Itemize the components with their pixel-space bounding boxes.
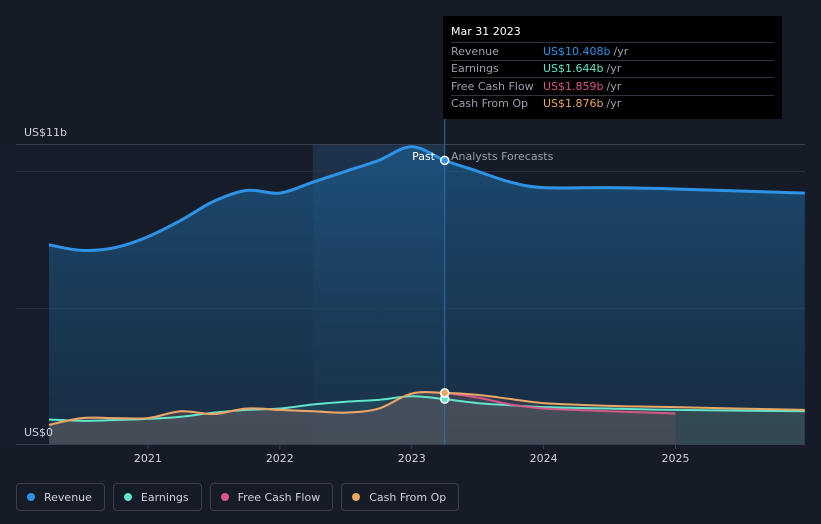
legend-item-free-cash-flow[interactable]: Free Cash Flow bbox=[209, 483, 334, 511]
revenue-marker-dot bbox=[439, 155, 450, 166]
revenue-area bbox=[49, 146, 805, 444]
cash-from-op-line bbox=[48, 391, 805, 426]
legend-label: Free Cash Flow bbox=[237, 490, 321, 504]
x-tick-label: 2025 bbox=[662, 452, 690, 465]
cash-from-op-marker-dot bbox=[439, 388, 450, 398]
x-tick-label: 2023 bbox=[398, 452, 426, 465]
tooltip-label: Earnings bbox=[451, 62, 499, 76]
legend-dot-icon bbox=[352, 493, 361, 501]
tooltip-value: US$1.859b bbox=[543, 79, 604, 93]
past-label: Past bbox=[412, 150, 436, 163]
legend-label: Revenue bbox=[44, 490, 92, 504]
tooltip-value: US$1.644b bbox=[543, 62, 604, 76]
legend-item-revenue[interactable]: Revenue bbox=[16, 483, 105, 511]
tooltip-unit: /yr bbox=[606, 97, 622, 111]
legend-label: Cash From Op bbox=[369, 490, 447, 504]
tooltip-value: US$10.408b bbox=[543, 44, 611, 58]
tooltip-label: Cash From Op bbox=[451, 97, 529, 111]
tooltip-label: Free Cash Flow bbox=[451, 79, 534, 93]
tooltip-date: Mar 31 2023 bbox=[451, 25, 521, 38]
x-tick-label: 2022 bbox=[266, 452, 294, 465]
free-cash-flow-area bbox=[49, 392, 676, 444]
x-tick-label: 2024 bbox=[530, 452, 558, 465]
legend-dot-icon bbox=[123, 493, 132, 501]
tooltip-unit: /yr bbox=[606, 79, 622, 93]
tooltip-row-cash-from-op: Cash From Op US$1.876b /yr bbox=[451, 94, 774, 113]
y-tick-label-max: US$11b bbox=[24, 126, 67, 139]
tooltip-unit: /yr bbox=[606, 62, 622, 76]
tooltip-unit: /yr bbox=[613, 44, 629, 58]
cash-from-op-area bbox=[49, 392, 805, 444]
revenue-line bbox=[48, 145, 805, 252]
legend-item-earnings[interactable]: Earnings bbox=[112, 483, 202, 511]
legend: Revenue Earnings Free Cash Flow Cash Fro… bbox=[16, 483, 460, 511]
legend-dot-icon bbox=[27, 493, 35, 501]
legend-item-cash-from-op[interactable]: Cash From Op bbox=[341, 483, 460, 511]
tooltip-label: Revenue bbox=[451, 44, 499, 58]
earnings-area bbox=[49, 396, 805, 444]
tooltip-row-revenue: Revenue US$10.408b /yr bbox=[451, 42, 774, 60]
tooltip-row-free-cash-flow: Free Cash Flow US$1.859b /yr bbox=[451, 77, 774, 95]
tooltip: Mar 31 2023 Revenue US$10.408b /yr Earni… bbox=[443, 16, 782, 119]
forecast-label: Analysts Forecasts bbox=[451, 150, 554, 163]
y-tick-label-zero: US$0 bbox=[24, 426, 53, 439]
legend-label: Earnings bbox=[140, 490, 189, 504]
tooltip-row-earnings: Earnings US$1.644b /yr bbox=[451, 59, 774, 78]
x-tick-label: 2021 bbox=[134, 452, 162, 465]
tooltip-value: US$1.876b bbox=[543, 97, 604, 111]
legend-dot-icon bbox=[220, 493, 229, 501]
